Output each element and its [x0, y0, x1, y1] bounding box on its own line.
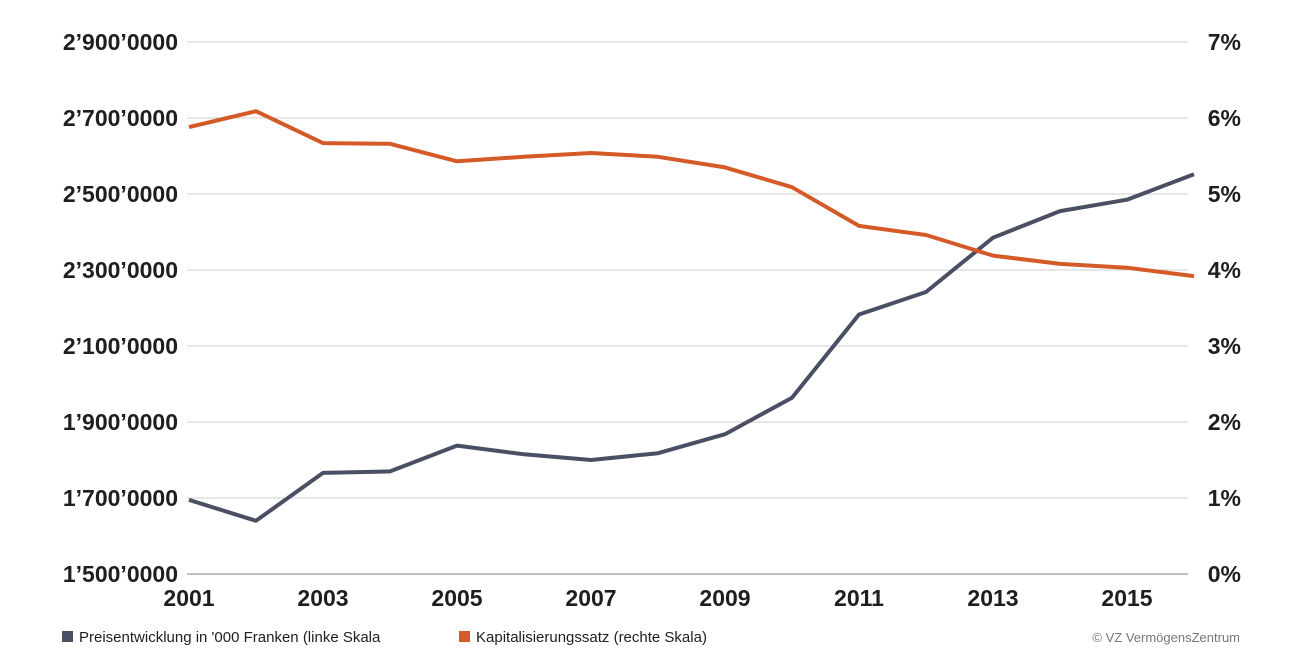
left-axis-tick-label: 1’500’0000	[63, 561, 178, 587]
legend: Preisentwicklung in '000 Franken (linke …	[62, 629, 707, 646]
x-axis-tick-label: 2007	[565, 585, 616, 611]
series-line-preisentwicklung	[188, 172, 1195, 523]
right-axis-tick-label: 7%	[1208, 29, 1241, 55]
left-axis-tick-label: 2’700’0000	[63, 105, 178, 131]
right-axis-tick-label: 6%	[1208, 105, 1241, 131]
left-axis-tick-labels: 1’500’0000 1’700’0000 1’900’0000 2’100’0000…	[63, 29, 178, 587]
right-axis-tick-label: 5%	[1208, 181, 1241, 207]
x-axis-tick-label: 2015	[1101, 585, 1152, 611]
legend-swatch-preisentwicklung	[62, 631, 73, 642]
right-axis-tick-label: 1%	[1208, 485, 1241, 511]
x-axis-tick-labels: 2001 2003 2005 2007 2009 2011 2013 2015	[163, 585, 1152, 611]
left-axis-tick-label: 2’900’0000	[63, 29, 178, 55]
left-axis-tick-label: 1’900’0000	[63, 409, 178, 435]
left-axis-tick-label: 1’700’0000	[63, 485, 178, 511]
right-axis-tick-label: 4%	[1208, 257, 1241, 283]
left-axis-tick-label: 2’100’0000	[63, 333, 178, 359]
x-axis-tick-label: 2003	[297, 585, 348, 611]
series-line-kapitalisierungssatz	[188, 109, 1195, 279]
x-axis-tick-label: 2001	[163, 585, 214, 611]
series-lines	[188, 109, 1195, 523]
legend-swatch-kapitalisierungssatz	[459, 631, 470, 642]
right-axis-tick-label: 2%	[1208, 409, 1241, 435]
gridlines	[187, 41, 1188, 575]
x-axis-tick-label: 2009	[699, 585, 750, 611]
legend-label-preisentwicklung: Preisentwicklung in '000 Franken (linke …	[79, 629, 381, 646]
x-axis-tick-label: 2011	[834, 585, 884, 611]
right-axis-tick-label: 0%	[1208, 561, 1241, 587]
x-axis-tick-label: 2005	[431, 585, 482, 611]
copyright-credit: © VZ VermögensZentrum	[1092, 630, 1240, 645]
legend-label-kapitalisierungssatz: Kapitalisierungssatz (rechte Skala)	[476, 629, 707, 646]
right-axis-tick-label: 3%	[1208, 333, 1241, 359]
x-axis-tick-label: 2013	[967, 585, 1018, 611]
left-axis-tick-label: 2’500’0000	[63, 181, 178, 207]
left-axis-tick-label: 2’300’0000	[63, 257, 178, 283]
right-axis-tick-labels: 0% 1% 2% 3% 4% 5% 6% 7%	[1208, 29, 1241, 587]
